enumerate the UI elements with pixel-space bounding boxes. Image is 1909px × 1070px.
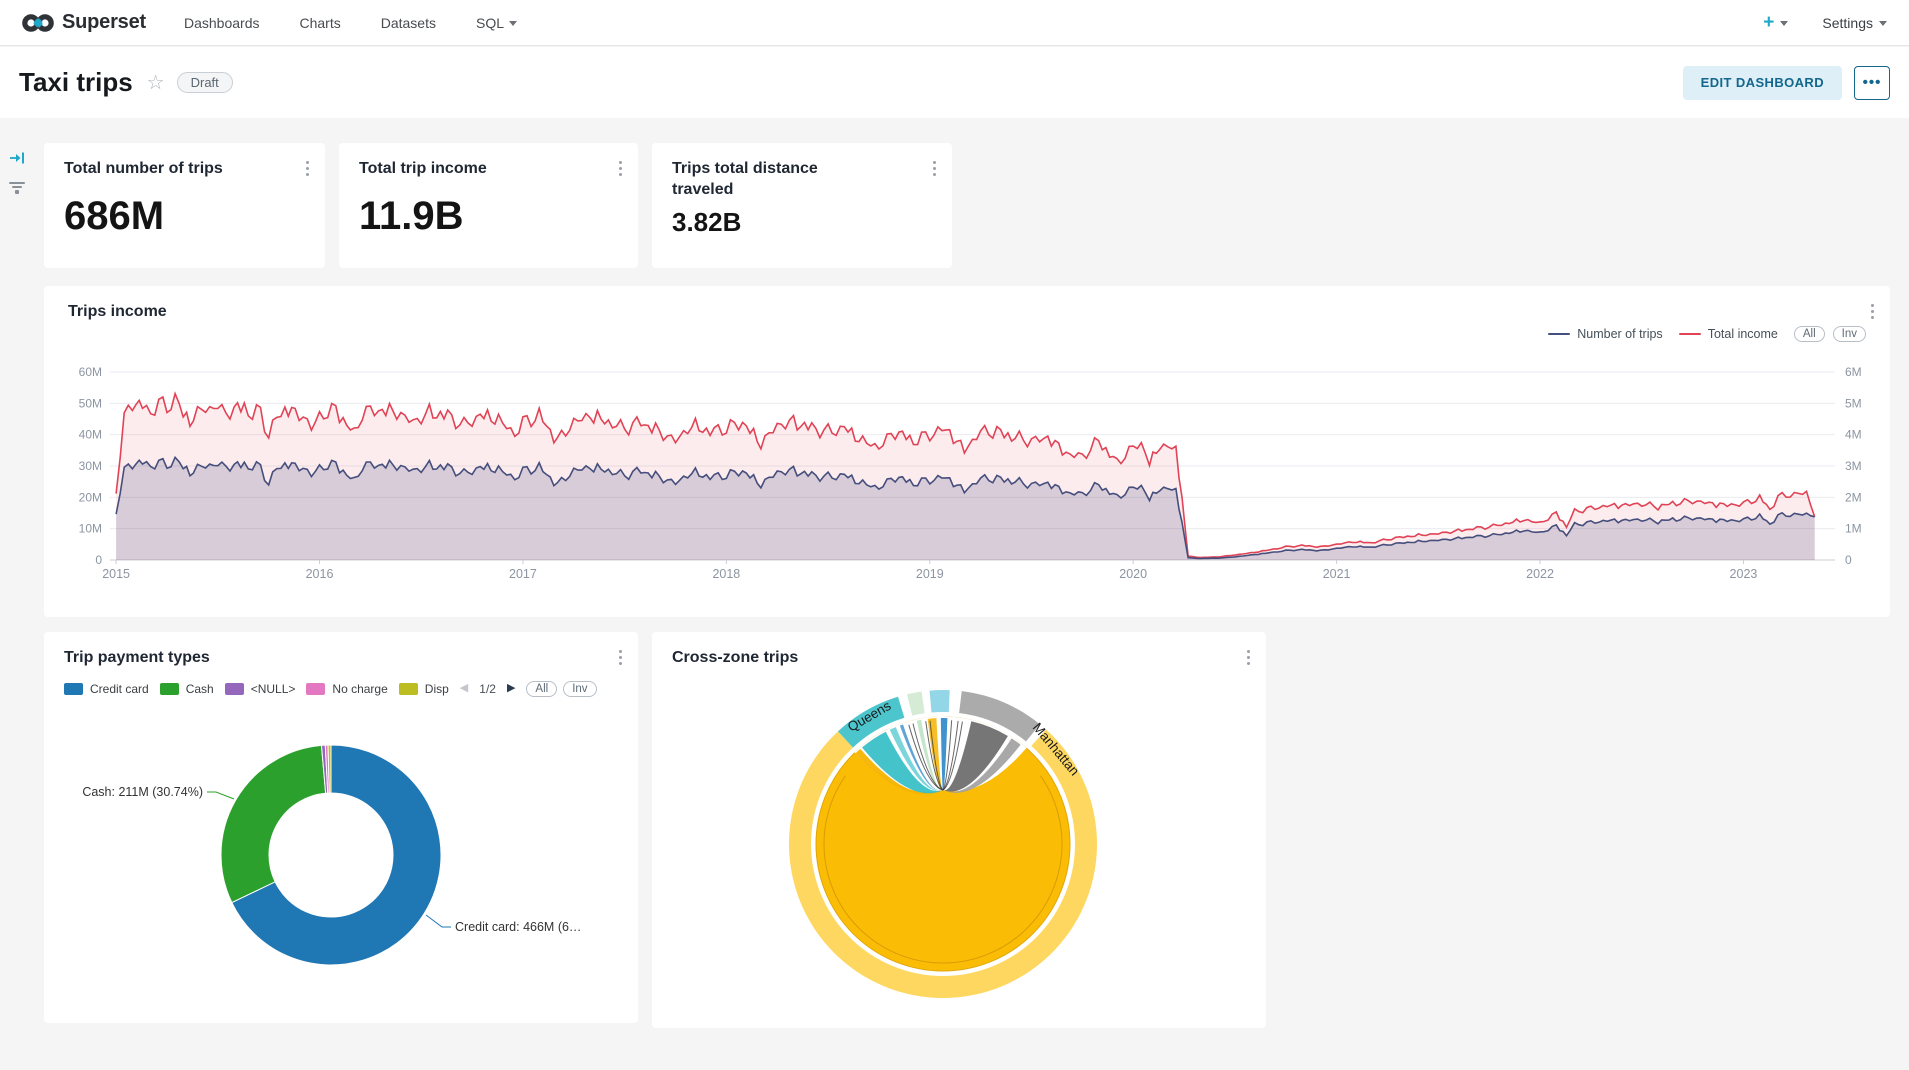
filter-funnel-icon[interactable]	[9, 182, 25, 194]
legend-item-null[interactable]: <NULL>	[224, 682, 295, 696]
nav-menu: Dashboards Charts Datasets SQL	[184, 15, 517, 31]
legend-item-credit-card[interactable]: Credit card	[64, 682, 149, 696]
legend-item-total-income[interactable]: Total income	[1678, 327, 1778, 341]
kebab-menu-icon[interactable]	[615, 646, 626, 669]
more-options-button[interactable]: •••	[1854, 65, 1890, 100]
legend-item-dispute[interactable]: Disp	[398, 682, 449, 696]
kpi-value: 11.9B	[359, 193, 464, 238]
plus-icon: +	[1763, 12, 1775, 33]
legend-prev-page-icon[interactable]: ◀	[459, 682, 469, 695]
legend-item-number-of-trips[interactable]: Number of trips	[1548, 327, 1663, 341]
status-badge: Draft	[176, 72, 233, 93]
svg-text:60M: 60M	[79, 365, 102, 379]
legend-page-indicator: 1/2	[479, 681, 496, 696]
legend-all-button[interactable]: All	[1793, 326, 1825, 342]
chevron-down-icon	[509, 21, 517, 26]
svg-text:5M: 5M	[1845, 396, 1862, 410]
svg-text:30M: 30M	[79, 459, 102, 473]
svg-text:3M: 3M	[1845, 459, 1862, 473]
chart-legend: Number of trips Total income All Inv	[1548, 326, 1866, 342]
kpi-title: Total trip income	[359, 160, 487, 177]
svg-text:0: 0	[95, 553, 102, 567]
cross-zone-trips-panel: Cross-zone trips Queens Manhattan	[652, 632, 1266, 1028]
legend-all-button[interactable]: All	[526, 680, 558, 697]
kpi-card-total-distance: Trips total distance traveled 3.82B	[652, 143, 952, 268]
favorite-star-icon[interactable]: ☆	[146, 72, 165, 94]
svg-text:2019: 2019	[916, 567, 944, 581]
nav-item-datasets[interactable]: Datasets	[380, 14, 436, 31]
svg-text:6M: 6M	[1845, 365, 1862, 379]
legend-next-page-icon[interactable]: ▶	[506, 682, 516, 695]
chevron-down-icon	[1879, 21, 1887, 26]
expand-filter-bar-icon[interactable]	[9, 150, 27, 171]
legend-item-cash[interactable]: Cash	[159, 682, 214, 696]
chart-title: Trips income	[68, 303, 167, 320]
svg-text:50M: 50M	[79, 396, 102, 410]
superset-infinity-icon	[22, 13, 54, 32]
svg-text:2016: 2016	[306, 567, 334, 581]
superset-logo[interactable]: Superset	[22, 11, 146, 34]
top-navbar: Superset Dashboards Charts Datasets SQL …	[0, 0, 1909, 46]
kpi-card-trip-income: Total trip income 11.9B	[339, 143, 638, 268]
trips-income-panel: Trips income Number of trips Total incom…	[44, 286, 1890, 617]
edit-dashboard-button[interactable]: EDIT DASHBOARD	[1682, 65, 1842, 100]
svg-text:4M: 4M	[1845, 428, 1862, 442]
kpi-title: Total number of trips	[64, 160, 223, 177]
svg-text:2018: 2018	[712, 567, 740, 581]
kpi-card-total-trips: Total number of trips 686M	[44, 143, 325, 268]
svg-text:Cash: 211M (30.74%): Cash: 211M (30.74%)	[82, 785, 203, 799]
pie-legend: Credit card Cash <NULL> No charge Disp ◀…	[64, 680, 618, 697]
page-title: Taxi trips	[19, 67, 133, 97]
nav-item-dashboards[interactable]: Dashboards	[184, 14, 260, 31]
settings-menu[interactable]: Settings	[1822, 15, 1887, 31]
legend-inverse-button[interactable]: Inv	[1832, 326, 1866, 342]
nav-item-sql[interactable]: SQL	[476, 15, 517, 31]
trips-income-chart[interactable]: 0 0 10M 1M 20M 2M 30M 3M 40M 4M 50M 5M 60M 6M 2015 2016…	[44, 342, 1890, 588]
kpi-value: 3.82B	[672, 206, 742, 237]
dashboard-header: Taxi trips ☆ Draft EDIT DASHBOARD •••	[0, 47, 1909, 118]
svg-text:1M: 1M	[1845, 522, 1862, 536]
new-item-menu[interactable]: +	[1763, 12, 1789, 33]
kebab-menu-icon[interactable]	[1867, 300, 1878, 323]
kpi-title: Trips total distance traveled	[672, 160, 818, 198]
kebab-menu-icon[interactable]	[615, 157, 626, 180]
svg-text:2021: 2021	[1323, 567, 1351, 581]
legend-line-swatch	[1678, 333, 1701, 335]
svg-text:2017: 2017	[509, 567, 537, 581]
svg-text:Credit card: 466M (6…: Credit card: 466M (6…	[455, 920, 581, 934]
svg-text:2022: 2022	[1526, 567, 1554, 581]
svg-text:40M: 40M	[79, 428, 102, 442]
chart-title: Trip payment types	[64, 649, 210, 666]
legend-line-swatch	[1548, 333, 1571, 335]
kebab-menu-icon[interactable]	[1243, 646, 1254, 669]
filter-bar-collapsed	[0, 118, 36, 1070]
chart-title: Cross-zone trips	[672, 649, 799, 666]
brand-name: Superset	[62, 11, 146, 33]
chevron-down-icon	[1780, 21, 1789, 26]
svg-text:2015: 2015	[102, 567, 130, 581]
svg-text:10M: 10M	[79, 522, 102, 536]
kebab-menu-icon[interactable]	[302, 157, 313, 180]
legend-item-no-charge[interactable]: No charge	[306, 682, 388, 696]
trip-payment-types-panel: Trip payment types Credit card Cash <NUL…	[44, 632, 638, 1023]
svg-text:2M: 2M	[1845, 490, 1862, 504]
kebab-menu-icon[interactable]	[929, 157, 940, 180]
svg-text:20M: 20M	[79, 490, 102, 504]
legend-inverse-button[interactable]: Inv	[563, 680, 597, 697]
kpi-value: 686M	[64, 193, 165, 238]
svg-text:2023: 2023	[1730, 567, 1758, 581]
nav-item-charts[interactable]: Charts	[299, 14, 341, 31]
svg-text:2020: 2020	[1119, 567, 1147, 581]
svg-text:0: 0	[1845, 553, 1852, 567]
